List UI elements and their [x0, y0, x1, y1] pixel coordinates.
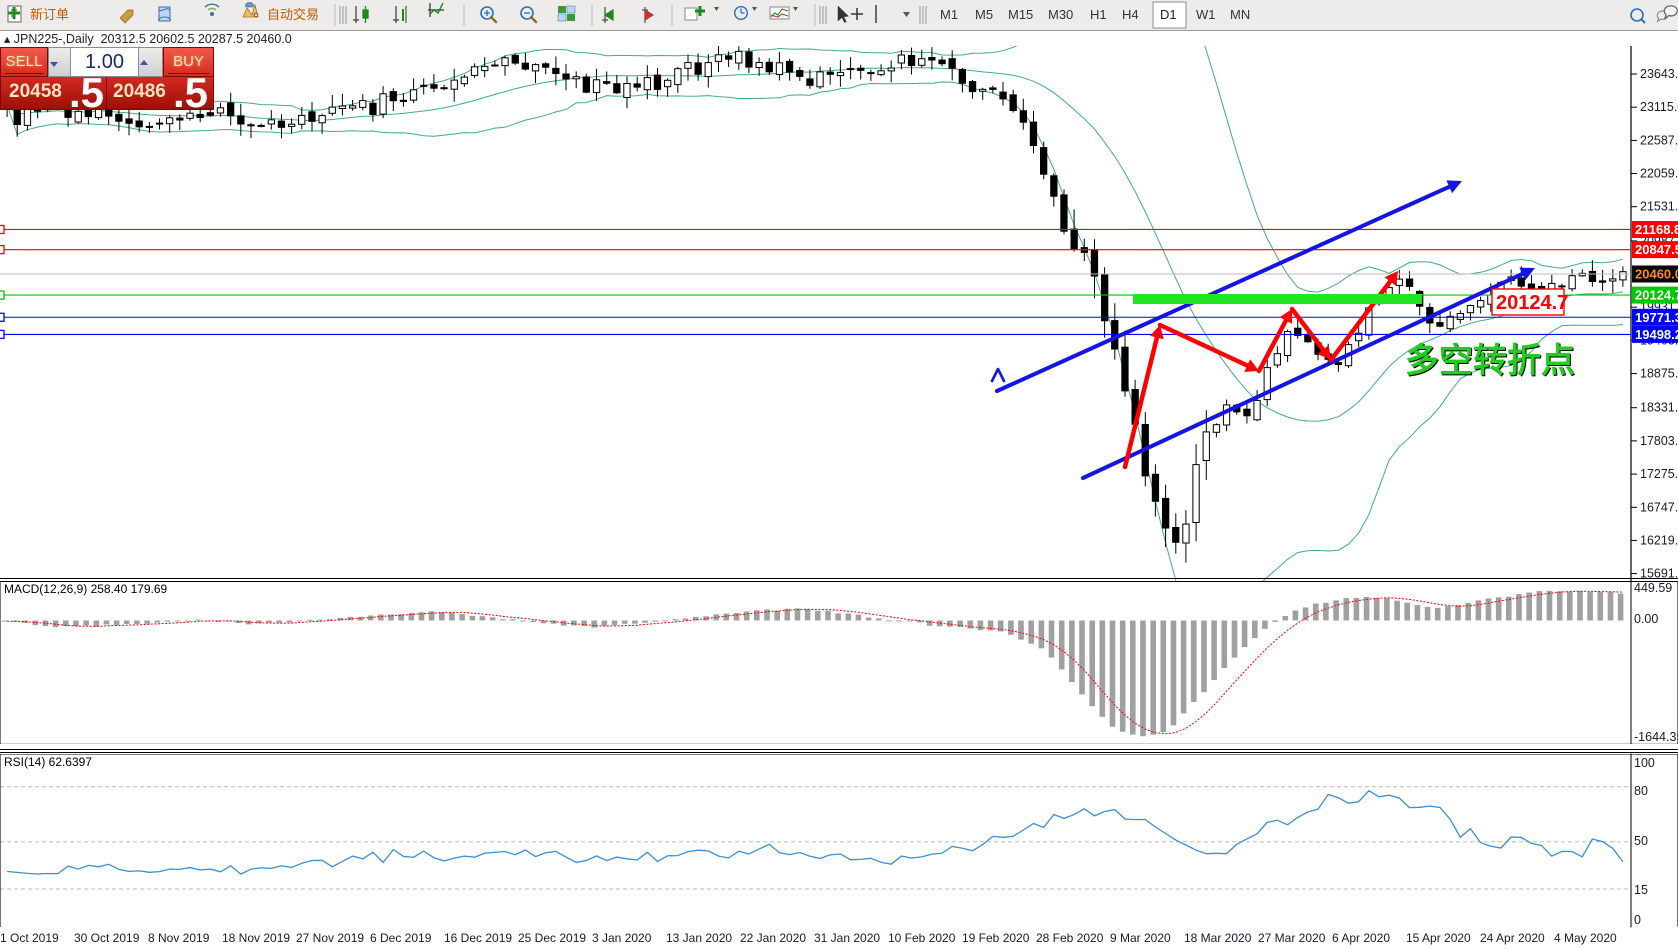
svg-text:24 Apr 2020: 24 Apr 2020 — [1480, 931, 1545, 945]
svg-text:25 Dec 2019: 25 Dec 2019 — [518, 931, 586, 945]
svg-text:20124.7: 20124.7 — [1496, 292, 1568, 314]
svg-text:1 Oct 2019: 1 Oct 2019 — [0, 931, 59, 945]
svg-text:22587.0: 22587.0 — [1640, 133, 1678, 147]
svg-text:16747.0: 16747.0 — [1640, 500, 1678, 514]
svg-text:20847.5: 20847.5 — [1635, 242, 1678, 257]
svg-text:31 Jan 2020: 31 Jan 2020 — [814, 931, 880, 945]
svg-text:24187.0: 24187.0 — [1640, 46, 1678, 47]
svg-text:18875.0: 18875.0 — [1640, 367, 1678, 381]
svg-text:18 Mar 2020: 18 Mar 2020 — [1184, 931, 1252, 945]
svg-text:H4: H4 — [1122, 7, 1139, 22]
svg-text:W1: W1 — [1196, 7, 1216, 22]
svg-text:MACD(12,26,9) 258.40 179.69: MACD(12,26,9) 258.40 179.69 — [4, 582, 168, 596]
svg-text:H1: H1 — [1090, 7, 1107, 22]
svg-text:6 Dec 2019: 6 Dec 2019 — [370, 931, 432, 945]
svg-text:8 Nov 2019: 8 Nov 2019 — [148, 931, 210, 945]
svg-text:M5: M5 — [975, 7, 993, 22]
svg-text:M30: M30 — [1048, 7, 1073, 22]
svg-text:21531.0: 21531.0 — [1640, 200, 1678, 214]
svg-text:多空转折点: 多空转折点 — [1405, 342, 1575, 380]
svg-text:新订单: 新订单 — [30, 7, 69, 22]
svg-text:9 Mar 2020: 9 Mar 2020 — [1110, 931, 1171, 945]
svg-text:D1: D1 — [1160, 7, 1177, 22]
svg-text:19498.2: 19498.2 — [1635, 327, 1678, 342]
svg-text:22059.0: 22059.0 — [1640, 167, 1678, 181]
svg-text:21168.8: 21168.8 — [1635, 222, 1678, 237]
svg-text:15 Apr 2020: 15 Apr 2020 — [1406, 931, 1471, 945]
svg-text:20124.7: 20124.7 — [1635, 288, 1678, 303]
svg-text:19 Feb 2020: 19 Feb 2020 — [962, 931, 1030, 945]
svg-text:6 Apr 2020: 6 Apr 2020 — [1332, 931, 1390, 945]
svg-text:M1: M1 — [940, 7, 958, 22]
svg-text:MN: MN — [1230, 7, 1250, 22]
svg-text:3 Jan 2020: 3 Jan 2020 — [592, 931, 652, 945]
svg-text:27 Nov 2019: 27 Nov 2019 — [296, 931, 364, 945]
svg-text:22 Jan 2020: 22 Jan 2020 — [740, 931, 806, 945]
svg-text:18331.0: 18331.0 — [1640, 401, 1678, 415]
svg-text:19771.3: 19771.3 — [1635, 310, 1678, 325]
svg-text:13 Jan 2020: 13 Jan 2020 — [666, 931, 732, 945]
svg-text:23643.0: 23643.0 — [1640, 67, 1678, 81]
svg-text:17275.0: 17275.0 — [1640, 467, 1678, 481]
svg-text:4 May 2020: 4 May 2020 — [1554, 931, 1617, 945]
svg-text:10 Feb 2020: 10 Feb 2020 — [888, 931, 956, 945]
svg-text:28 Feb 2020: 28 Feb 2020 — [1036, 931, 1104, 945]
svg-text:30 Oct 2019: 30 Oct 2019 — [74, 931, 140, 945]
svg-text:16219.0: 16219.0 — [1640, 533, 1678, 547]
svg-text:RSI(14) 62.6397: RSI(14) 62.6397 — [4, 754, 92, 768]
svg-text:18 Nov 2019: 18 Nov 2019 — [222, 931, 290, 945]
svg-text:20460.0: 20460.0 — [1635, 267, 1678, 282]
svg-text:16 Dec 2019: 16 Dec 2019 — [444, 931, 512, 945]
svg-text:M15: M15 — [1008, 7, 1033, 22]
svg-text:自动交易: 自动交易 — [267, 7, 319, 22]
svg-text:27 Mar 2020: 27 Mar 2020 — [1258, 931, 1326, 945]
svg-text:17803.0: 17803.0 — [1640, 434, 1678, 448]
svg-text:23115.0: 23115.0 — [1640, 100, 1678, 114]
